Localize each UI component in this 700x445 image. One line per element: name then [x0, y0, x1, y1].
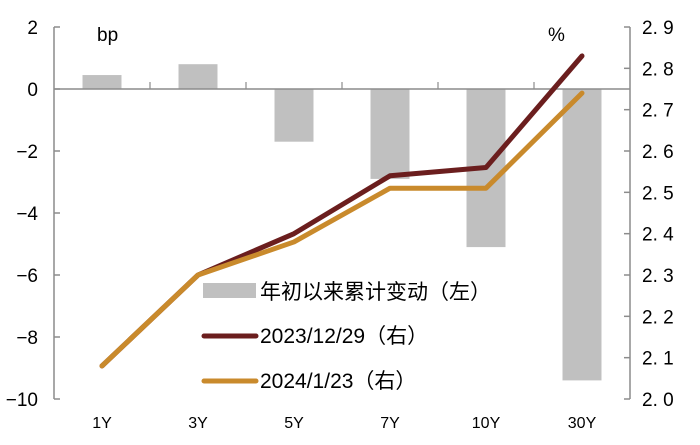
legend-line1-label: 2023/12/29（右） — [260, 325, 428, 348]
left-axis: 2 0 −2 −4 −6 −8 −10 bp — [6, 18, 118, 411]
bar — [562, 89, 602, 381]
left-tick-label: −8 — [16, 328, 38, 349]
left-tick-label: 0 — [27, 80, 38, 101]
x-axis-label: 30Y — [568, 415, 597, 432]
right-tick-label: 2. 3 — [642, 266, 674, 287]
left-tick-label: −2 — [16, 142, 38, 163]
legend-bar-label: 年初以来累计变动（左） — [260, 281, 491, 304]
bar — [82, 75, 122, 89]
x-axis-label: 1Y — [92, 415, 112, 432]
bar — [178, 64, 218, 89]
right-tick-label: 2. 6 — [642, 142, 674, 163]
x-axis-label: 5Y — [284, 415, 304, 432]
right-tick-label: 2. 2 — [642, 307, 674, 328]
right-tick-label: 2. 9 — [642, 18, 674, 39]
right-tick-label: 2. 5 — [642, 183, 674, 204]
legend-line2-label: 2024/1/23（右） — [260, 370, 416, 393]
left-tick-label: −4 — [16, 204, 38, 225]
right-tick-label: 2. 1 — [642, 349, 674, 370]
right-axis: 2. 9 2. 8 2. 7 2. 6 2. 5 2. 4 2. 3 2. 2 2. 1 2. 0… — [548, 18, 674, 411]
right-tick-label: 2. 4 — [642, 225, 674, 246]
legend: 年初以来累计变动（左） 2023/12/29（右） 2024/1/23（右） — [201, 281, 491, 393]
bar — [370, 89, 410, 179]
right-tick-label: 2. 8 — [642, 59, 674, 80]
line-series-2024-1-23 — [99, 90, 585, 369]
x-axis-label: 10Y — [472, 415, 501, 432]
x-axis-label: 3Y — [188, 415, 208, 432]
zero-baseline — [54, 82, 630, 90]
left-tick-label: −10 — [6, 390, 38, 411]
left-axis-unit: bp — [97, 25, 118, 46]
legend-bar-swatch — [203, 283, 256, 298]
left-tick-label: −6 — [16, 266, 38, 287]
x-axis-label: 7Y — [380, 415, 400, 432]
left-tick-label: 2 — [27, 18, 38, 39]
line-series-2023-12-29 — [99, 53, 585, 369]
bar — [274, 89, 314, 142]
x-axis-labels: 1Y 3Y 5Y 7Y 10Y 30Y — [92, 415, 596, 432]
right-axis-unit: % — [548, 25, 565, 46]
right-tick-label: 2. 0 — [642, 390, 674, 411]
right-tick-label: 2. 7 — [642, 101, 674, 122]
